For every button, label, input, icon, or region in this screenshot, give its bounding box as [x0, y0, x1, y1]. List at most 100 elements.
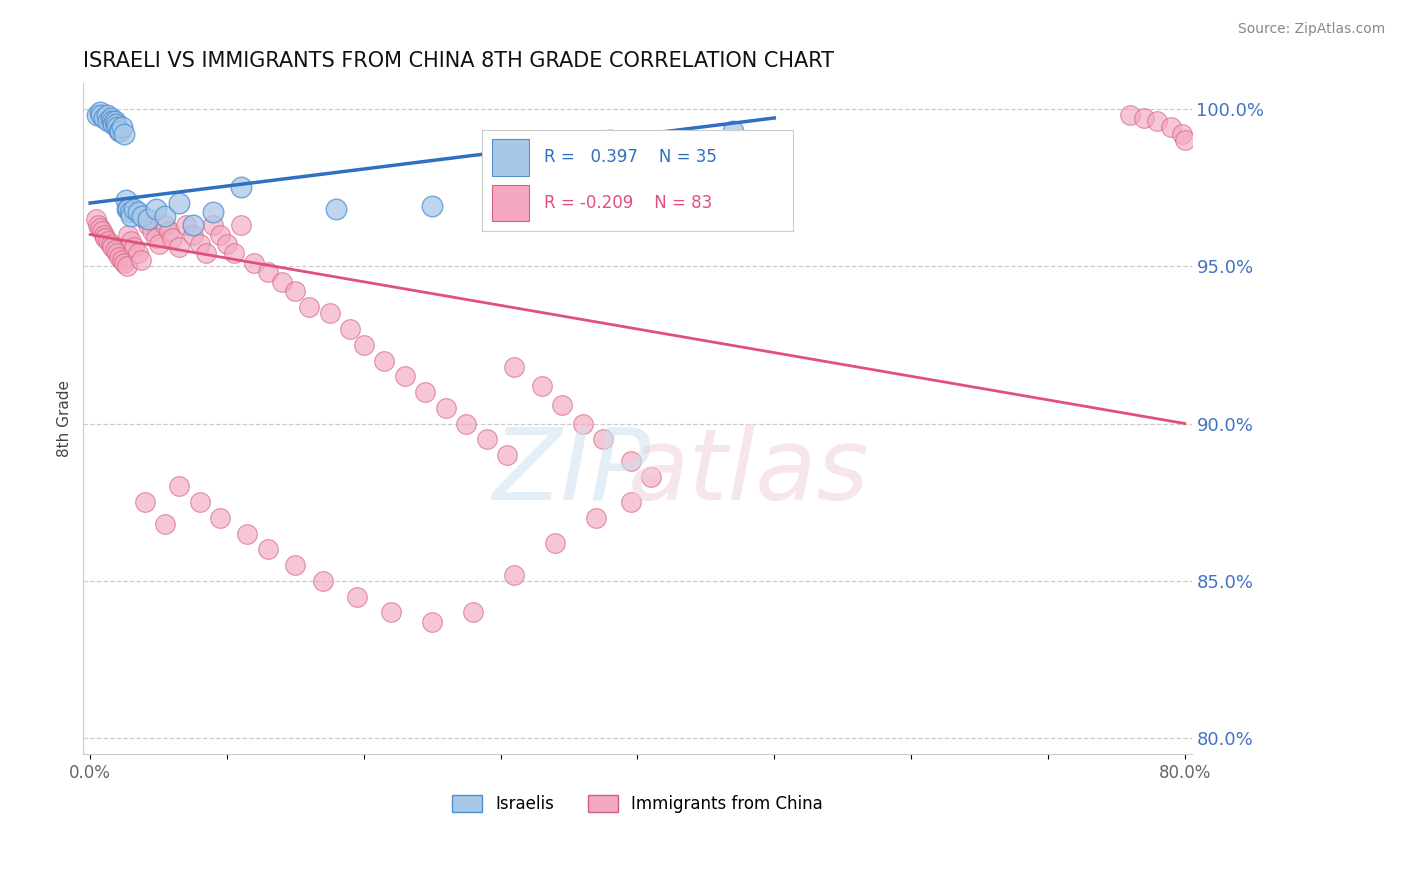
- Point: [97, 234, 120, 248]
- Point: [503, 359, 526, 374]
- Point: [1146, 114, 1168, 128]
- Point: [115, 259, 138, 273]
- Point: [585, 511, 607, 525]
- Point: [127, 205, 149, 219]
- Point: [129, 252, 152, 267]
- Point: [145, 230, 167, 244]
- Point: [155, 517, 177, 532]
- Point: [100, 111, 122, 125]
- Point: [209, 511, 232, 525]
- Point: [284, 558, 307, 573]
- Point: [108, 250, 131, 264]
- Point: [103, 117, 125, 131]
- Point: [93, 111, 115, 125]
- Point: [97, 114, 120, 128]
- Point: [257, 265, 280, 279]
- Point: [155, 218, 177, 232]
- Point: [122, 202, 145, 217]
- Point: [620, 495, 643, 509]
- Point: [496, 448, 519, 462]
- Point: [380, 606, 402, 620]
- Point: [257, 542, 280, 557]
- Point: [202, 218, 225, 232]
- Point: [86, 108, 108, 122]
- Point: [127, 246, 149, 260]
- Point: [243, 256, 266, 270]
- Point: [420, 199, 443, 213]
- Text: Source: ZipAtlas.com: Source: ZipAtlas.com: [1237, 22, 1385, 37]
- Point: [318, 306, 340, 320]
- Point: [134, 211, 156, 226]
- Point: [415, 384, 437, 399]
- Point: [721, 123, 744, 137]
- Point: [136, 211, 159, 226]
- Point: [148, 237, 170, 252]
- Point: [530, 378, 553, 392]
- Legend: Israelis, Immigrants from China: Israelis, Immigrants from China: [453, 795, 823, 813]
- Point: [640, 470, 662, 484]
- Text: atlas: atlas: [627, 424, 869, 521]
- Point: [110, 123, 132, 137]
- Text: ISRAELI VS IMMIGRANTS FROM CHINA 8TH GRADE CORRELATION CHART: ISRAELI VS IMMIGRANTS FROM CHINA 8TH GRA…: [83, 51, 834, 70]
- Point: [167, 240, 190, 254]
- Text: ZIP: ZIP: [492, 424, 650, 521]
- Point: [284, 284, 307, 298]
- Point: [202, 205, 225, 219]
- Point: [346, 590, 368, 604]
- Point: [434, 401, 457, 415]
- Point: [325, 202, 347, 217]
- Point: [229, 180, 252, 194]
- Point: [312, 574, 335, 588]
- Point: [174, 218, 197, 232]
- Point: [503, 567, 526, 582]
- Point: [298, 300, 321, 314]
- Point: [592, 432, 614, 446]
- Point: [353, 338, 375, 352]
- Point: [107, 246, 129, 260]
- Point: [1132, 111, 1154, 125]
- Point: [120, 234, 142, 248]
- Point: [270, 275, 292, 289]
- Point: [87, 218, 110, 232]
- Point: [463, 606, 485, 620]
- Point: [188, 237, 211, 252]
- Point: [551, 398, 574, 412]
- Point: [108, 123, 131, 137]
- Point: [167, 196, 190, 211]
- Point: [91, 224, 114, 238]
- Point: [155, 209, 177, 223]
- Point: [141, 224, 163, 238]
- Point: [188, 495, 211, 509]
- Point: [1160, 120, 1182, 135]
- Point: [89, 221, 111, 235]
- Point: [107, 120, 129, 135]
- Point: [104, 114, 127, 128]
- Point: [229, 218, 252, 232]
- Point: [100, 237, 122, 252]
- Point: [222, 246, 245, 260]
- Point: [84, 211, 107, 226]
- Point: [131, 209, 153, 223]
- Point: [236, 526, 259, 541]
- Point: [571, 417, 593, 431]
- Y-axis label: 8th Grade: 8th Grade: [58, 380, 72, 458]
- Point: [1174, 133, 1197, 147]
- Point: [215, 237, 238, 252]
- Point: [134, 495, 156, 509]
- Point: [181, 227, 204, 242]
- Point: [118, 205, 141, 219]
- Point: [114, 193, 136, 207]
- Point: [120, 209, 142, 223]
- Point: [104, 244, 127, 258]
- Point: [93, 227, 115, 242]
- Point: [101, 114, 124, 128]
- Point: [181, 218, 204, 232]
- Point: [122, 240, 145, 254]
- Point: [159, 224, 181, 238]
- Point: [89, 104, 111, 119]
- Point: [94, 230, 117, 244]
- Point: [145, 202, 167, 217]
- Point: [599, 133, 621, 147]
- Point: [339, 322, 361, 336]
- Point: [544, 536, 567, 550]
